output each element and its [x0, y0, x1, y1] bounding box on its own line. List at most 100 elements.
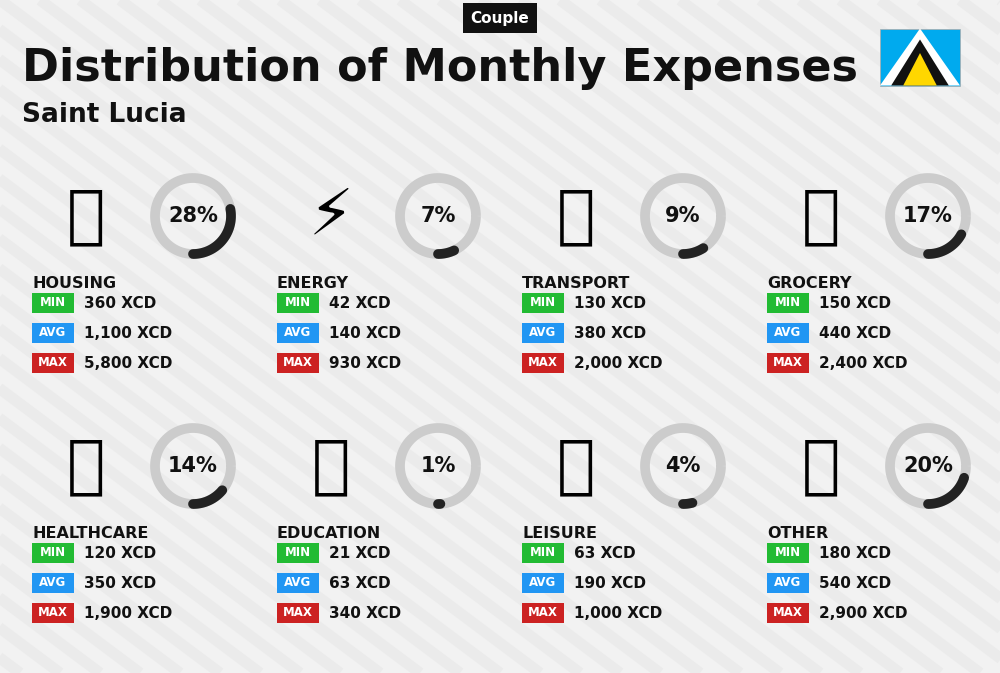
Text: 1%: 1%	[420, 456, 456, 476]
FancyBboxPatch shape	[767, 573, 809, 593]
Text: MAX: MAX	[528, 357, 558, 369]
Text: MIN: MIN	[285, 546, 311, 559]
FancyBboxPatch shape	[522, 323, 564, 343]
Text: 2,000 XCD: 2,000 XCD	[574, 355, 662, 371]
Text: 5,800 XCD: 5,800 XCD	[84, 355, 172, 371]
Text: 20%: 20%	[903, 456, 953, 476]
Text: 9%: 9%	[665, 206, 701, 226]
FancyBboxPatch shape	[880, 28, 960, 85]
FancyBboxPatch shape	[767, 543, 809, 563]
Text: 380 XCD: 380 XCD	[574, 326, 646, 341]
Text: MAX: MAX	[283, 606, 313, 620]
Text: ⚡: ⚡	[309, 185, 353, 247]
Polygon shape	[880, 28, 960, 85]
Text: 2,400 XCD: 2,400 XCD	[819, 355, 908, 371]
Text: MIN: MIN	[530, 546, 556, 559]
Text: 🚌: 🚌	[557, 185, 595, 247]
Text: MAX: MAX	[38, 606, 68, 620]
Text: LEISURE: LEISURE	[522, 526, 597, 541]
Text: GROCERY: GROCERY	[767, 276, 852, 291]
Text: AVG: AVG	[39, 326, 67, 339]
Text: Distribution of Monthly Expenses: Distribution of Monthly Expenses	[22, 46, 858, 90]
Text: 120 XCD: 120 XCD	[84, 546, 156, 561]
Text: 150 XCD: 150 XCD	[819, 295, 891, 310]
FancyBboxPatch shape	[277, 293, 319, 313]
Text: EDUCATION: EDUCATION	[277, 526, 381, 541]
Text: 930 XCD: 930 XCD	[329, 355, 401, 371]
Text: 130 XCD: 130 XCD	[574, 295, 646, 310]
Text: 21 XCD: 21 XCD	[329, 546, 390, 561]
FancyBboxPatch shape	[767, 603, 809, 623]
Text: AVG: AVG	[529, 577, 557, 590]
Text: 190 XCD: 190 XCD	[574, 575, 646, 590]
Text: MAX: MAX	[283, 357, 313, 369]
Text: ENERGY: ENERGY	[277, 276, 349, 291]
Text: 440 XCD: 440 XCD	[819, 326, 891, 341]
Text: 14%: 14%	[168, 456, 218, 476]
FancyBboxPatch shape	[32, 353, 74, 373]
Text: MIN: MIN	[775, 297, 801, 310]
FancyBboxPatch shape	[277, 323, 319, 343]
Polygon shape	[903, 53, 937, 85]
Text: AVG: AVG	[39, 577, 67, 590]
FancyBboxPatch shape	[767, 293, 809, 313]
Text: Saint Lucia: Saint Lucia	[22, 102, 187, 128]
Text: MIN: MIN	[40, 297, 66, 310]
Text: 7%: 7%	[420, 206, 456, 226]
Text: 360 XCD: 360 XCD	[84, 295, 156, 310]
FancyBboxPatch shape	[522, 603, 564, 623]
Text: 350 XCD: 350 XCD	[84, 575, 156, 590]
FancyBboxPatch shape	[522, 293, 564, 313]
Text: 💗: 💗	[67, 435, 105, 497]
Text: 1,100 XCD: 1,100 XCD	[84, 326, 172, 341]
FancyBboxPatch shape	[277, 543, 319, 563]
Text: 💰: 💰	[802, 435, 840, 497]
Text: AVG: AVG	[774, 577, 802, 590]
Text: 540 XCD: 540 XCD	[819, 575, 891, 590]
Text: 17%: 17%	[903, 206, 953, 226]
FancyBboxPatch shape	[767, 323, 809, 343]
Text: TRANSPORT: TRANSPORT	[522, 276, 630, 291]
Text: 2,900 XCD: 2,900 XCD	[819, 606, 908, 621]
Text: 63 XCD: 63 XCD	[329, 575, 391, 590]
FancyBboxPatch shape	[32, 293, 74, 313]
Text: MIN: MIN	[775, 546, 801, 559]
Text: AVG: AVG	[284, 577, 312, 590]
Text: 28%: 28%	[168, 206, 218, 226]
Text: 180 XCD: 180 XCD	[819, 546, 891, 561]
FancyBboxPatch shape	[277, 353, 319, 373]
Text: MAX: MAX	[773, 606, 803, 620]
Text: 🎓: 🎓	[312, 435, 350, 497]
FancyBboxPatch shape	[277, 573, 319, 593]
Text: AVG: AVG	[529, 326, 557, 339]
FancyBboxPatch shape	[277, 603, 319, 623]
Text: AVG: AVG	[774, 326, 802, 339]
Text: 340 XCD: 340 XCD	[329, 606, 401, 621]
FancyBboxPatch shape	[32, 543, 74, 563]
Text: MAX: MAX	[528, 606, 558, 620]
Text: 🏢: 🏢	[67, 185, 105, 247]
Text: 140 XCD: 140 XCD	[329, 326, 401, 341]
Text: 63 XCD: 63 XCD	[574, 546, 636, 561]
FancyBboxPatch shape	[522, 543, 564, 563]
Text: 🛍️: 🛍️	[557, 435, 595, 497]
Text: 🛒: 🛒	[802, 185, 840, 247]
FancyBboxPatch shape	[522, 353, 564, 373]
Text: MIN: MIN	[530, 297, 556, 310]
Text: 1,000 XCD: 1,000 XCD	[574, 606, 662, 621]
Text: 1,900 XCD: 1,900 XCD	[84, 606, 172, 621]
Text: MAX: MAX	[773, 357, 803, 369]
FancyBboxPatch shape	[32, 323, 74, 343]
Text: MIN: MIN	[40, 546, 66, 559]
Text: Couple: Couple	[471, 11, 529, 26]
Text: OTHER: OTHER	[767, 526, 828, 541]
Text: HEALTHCARE: HEALTHCARE	[32, 526, 148, 541]
Text: AVG: AVG	[284, 326, 312, 339]
FancyBboxPatch shape	[32, 603, 74, 623]
FancyBboxPatch shape	[32, 573, 74, 593]
FancyBboxPatch shape	[522, 573, 564, 593]
Text: MIN: MIN	[285, 297, 311, 310]
Text: 42 XCD: 42 XCD	[329, 295, 391, 310]
Text: MAX: MAX	[38, 357, 68, 369]
FancyBboxPatch shape	[767, 353, 809, 373]
